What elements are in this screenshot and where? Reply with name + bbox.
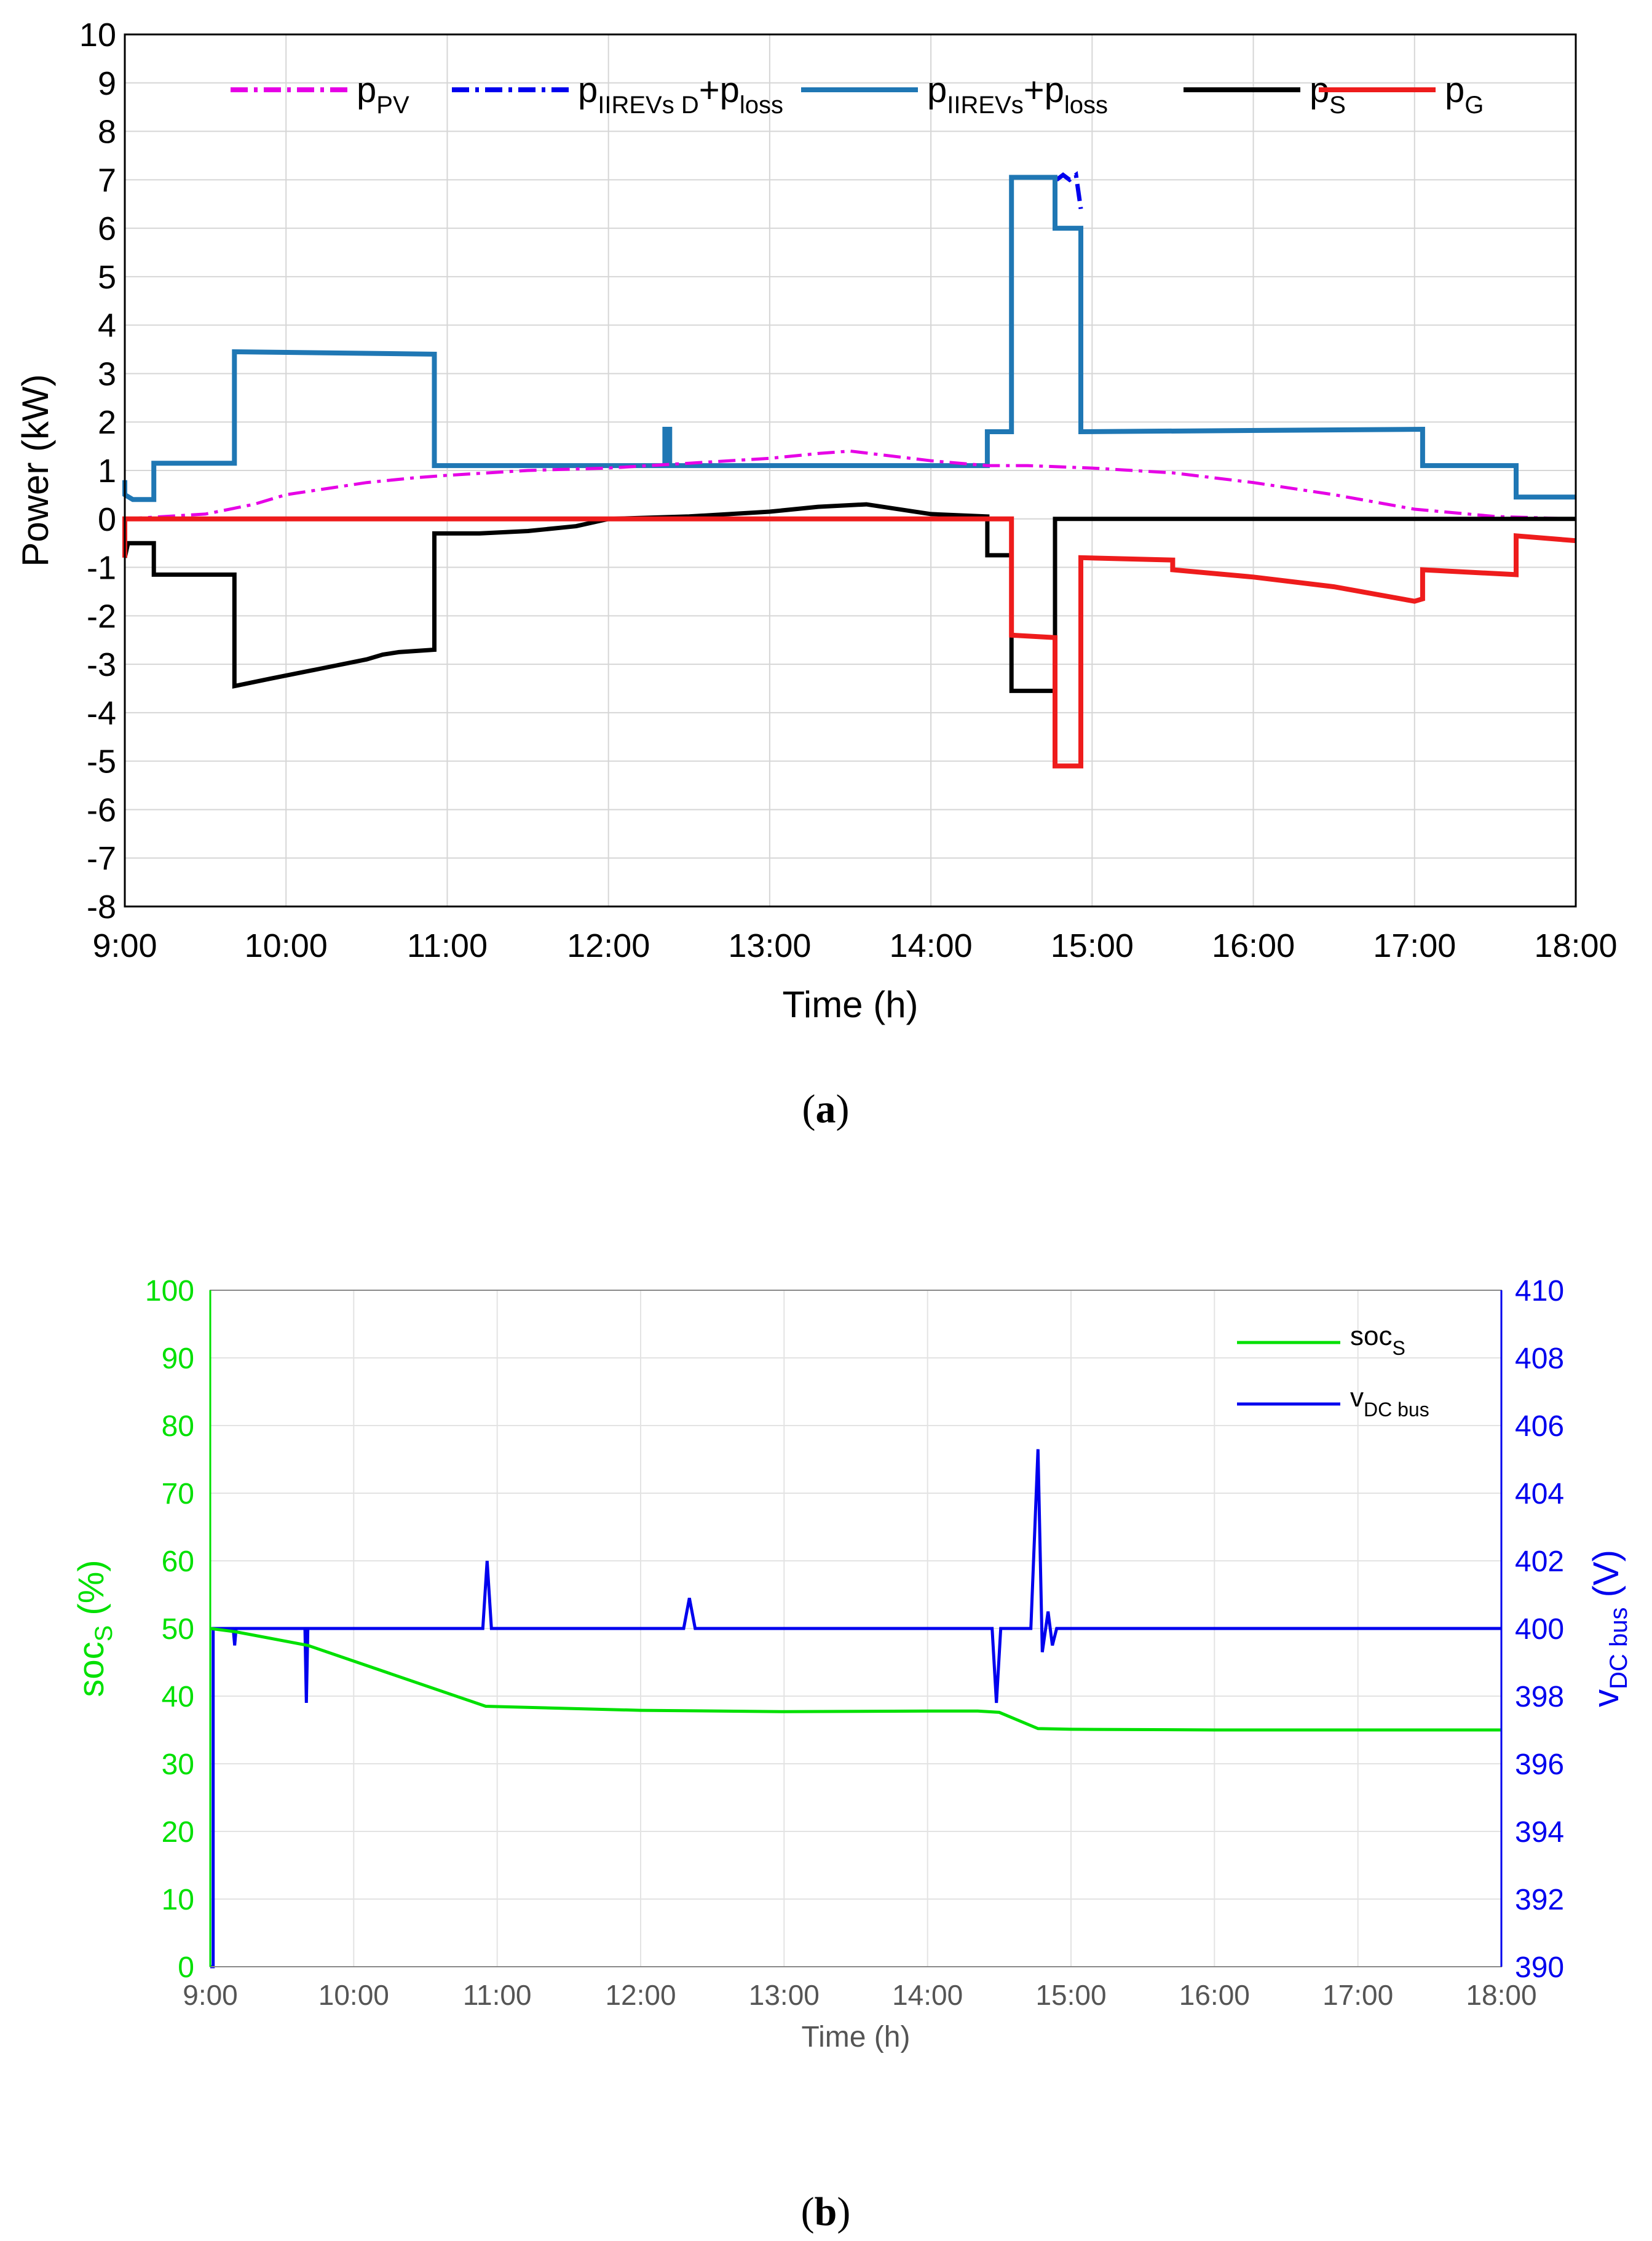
chart-b-right-y-tick-label: 406	[1515, 1410, 1564, 1443]
chart-a-x-tick-label: 15:00	[1051, 927, 1134, 964]
chart-a-x-tick-label: 17:00	[1373, 927, 1456, 964]
chart-a-series	[122, 171, 1576, 769]
chart-a-x-tick-label: 18:00	[1534, 927, 1617, 964]
chart-a-y-tick-label: 1	[98, 453, 116, 490]
chart-a-y-tick-label: -2	[87, 598, 116, 635]
chart-a-frame	[124, 33, 1577, 908]
chart-b-left-y-tick-label: 80	[162, 1410, 194, 1443]
chart-b-right-y-tick-label: 394	[1515, 1816, 1564, 1849]
panel-a-caption: (a)	[802, 1087, 850, 1132]
chart-a-y-tick-label: -1	[87, 550, 116, 587]
chart-b-left-y-tick-label: 100	[145, 1275, 194, 1307]
chart-b-legend: socS vDC bus	[1237, 1321, 1429, 1421]
chart-b-right-y-tick-label: 410	[1515, 1275, 1564, 1307]
chart-b-left-y-tick-label: 0	[178, 1951, 194, 1984]
chart-a-y-tick-label: 4	[98, 307, 116, 344]
chart-b-x-tick-label: 15:00	[1035, 1979, 1106, 2011]
chart-a-y-tick-label: 5	[98, 259, 116, 296]
chart-b-x-tick-label: 11:00	[463, 1979, 532, 2011]
chart-b-x-tick-label: 10:00	[318, 1979, 389, 2011]
chart-b-left-y-tick-label: 30	[162, 1748, 194, 1781]
series-soc-line	[210, 1627, 1501, 1732]
chart-a-y-tick-label: 10	[79, 17, 116, 54]
chart-b-right-y-ticks: 410 408 406 404 402 400 398 396 394 392 390	[1500, 1275, 1564, 1984]
chart-a-y-axis-label: Power (kW)	[15, 374, 56, 566]
legend-ev-label: pIIREVs+ploss	[927, 70, 1108, 119]
chart-a-y-tick-label: -3	[87, 646, 116, 683]
chart-b-left-y-tick-label: 50	[162, 1613, 194, 1646]
chart-b-left-y-tick-label: 60	[162, 1545, 194, 1578]
chart-b-right-y-tick-label: 400	[1515, 1613, 1564, 1646]
chart-b-x-tick-label: 12:00	[605, 1979, 676, 2011]
chart-a-x-tick-label: 11:00	[407, 927, 488, 964]
series-evd-line	[1055, 171, 1083, 210]
chart-a-x-axis-label: Time (h)	[782, 984, 918, 1025]
legend-soc-label: socS	[1350, 1321, 1405, 1359]
chart-b-x-tick-label: 14:00	[892, 1979, 963, 2011]
chart-a-x-ticks: 9:00 10:00 11:00 12:00 13:00 14:00 15:00 16:00 1…	[92, 927, 1617, 964]
panel-b-caption-letter: b	[815, 2189, 837, 2234]
series-ev-line	[122, 175, 1576, 502]
chart-a-y-tick-label: -4	[87, 695, 116, 732]
chart-a-x-tick-label: 14:00	[890, 927, 973, 964]
chart-b-x-tick-label: 18:00	[1466, 1979, 1536, 2011]
legend-g-label: pG	[1445, 70, 1484, 119]
chart-b-left-y-tick-label: 90	[162, 1343, 194, 1375]
series-vdc-line	[210, 1449, 1501, 1969]
chart-a-y-tick-label: -7	[87, 840, 116, 877]
chart-b-right-y-tick-label: 408	[1515, 1343, 1564, 1375]
chart-a-x-tick-label: 10:00	[245, 927, 328, 964]
legend-vdc-label: vDC bus	[1350, 1382, 1429, 1421]
panel-a-caption-letter: a	[816, 1087, 836, 1132]
chart-b-left-y-axis-label: socS (%)	[71, 1560, 117, 1697]
chart-a-y-tick-label: -8	[87, 889, 116, 926]
chart-b-x-ticks: 9:00 10:00 11:00 12:00 13:00 14:00 15:00 16:00 1…	[183, 1979, 1536, 2011]
series-s-line	[122, 502, 1576, 693]
chart-a-x-tick-label: 16:00	[1212, 927, 1295, 964]
chart-a-y-tick-label: 0	[98, 501, 116, 538]
chart-b-series	[210, 1449, 1501, 1969]
chart-b-left-y-tick-label: 40	[162, 1681, 194, 1713]
chart-b-x-tick-label: 9:00	[183, 1979, 238, 2011]
chart-b-right-y-tick-label: 392	[1515, 1884, 1564, 1916]
chart-b-right-y-tick-label: 404	[1515, 1478, 1564, 1510]
chart-b-right-y-tick-label: 398	[1515, 1681, 1564, 1713]
chart-a-y-tick-label: 8	[98, 114, 116, 151]
chart-b-x-tick-label: 16:00	[1179, 1979, 1250, 2011]
legend-evd-label: pIIREVs D+ploss	[578, 70, 783, 119]
chart-b-left-y-tick-label: 70	[162, 1478, 194, 1510]
chart-b-right-y-axis-label: vDC bus (V)	[1586, 1550, 1632, 1707]
legend-pv-label: pPV	[357, 70, 409, 119]
chart-a-y-tick-label: -5	[87, 744, 116, 780]
series-pv-line	[124, 449, 1576, 521]
chart-b-right-y-tick-label: 396	[1515, 1748, 1564, 1781]
chart-a-x-tick-label: 12:00	[567, 927, 650, 964]
chart-b-x-axis-label: Time (h)	[802, 2021, 911, 2053]
chart-a-x-tick-label: 13:00	[728, 927, 811, 964]
chart-b-x-tick-label: 13:00	[749, 1979, 820, 2011]
chart-b-right-y-tick-label: 390	[1515, 1951, 1564, 1984]
chart-b-x-tick-label: 17:00	[1322, 1979, 1393, 2011]
chart-b-left-y-tick-label: 20	[162, 1816, 194, 1849]
chart-a-y-tick-label: 2	[98, 404, 116, 441]
chart-a-y-tick-label: 9	[98, 65, 116, 102]
series-g-line	[122, 516, 1576, 769]
chart-a-y-tick-label: 3	[98, 355, 116, 392]
chart-a-y-tick-label: -6	[87, 791, 116, 828]
chart-b-right-y-tick-label: 402	[1515, 1545, 1564, 1578]
panel-b-caption: (b)	[801, 2189, 851, 2234]
chart-a-x-tick-label: 9:00	[92, 927, 157, 964]
chart-b-left-y-tick-label: 10	[162, 1884, 194, 1916]
chart-a-y-tick-label: 7	[98, 162, 116, 199]
chart-a-y-tick-label: 6	[98, 210, 116, 247]
